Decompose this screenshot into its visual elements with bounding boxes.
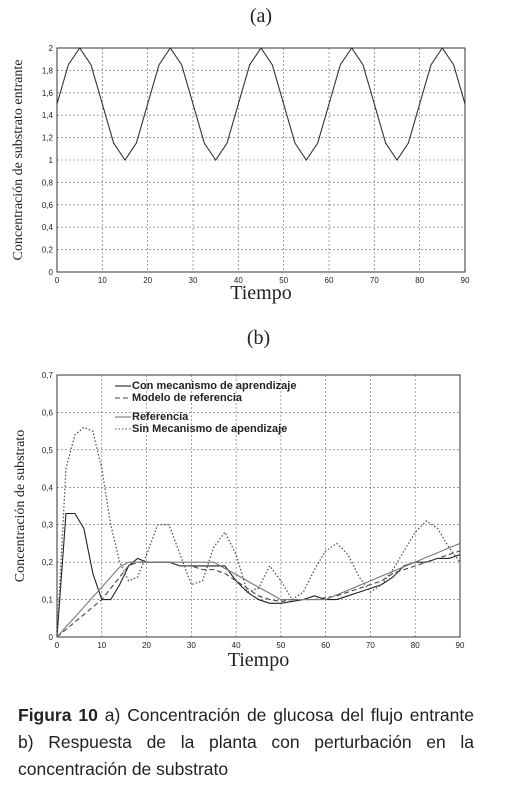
series-line: [56, 47, 466, 161]
plot-frame: [56, 374, 461, 638]
series-line: [56, 550, 461, 638]
charts: (a) Tiempo Concentración de substrato entr…: [11, 5, 470, 671]
series-line: [56, 542, 461, 638]
caption-text: a) Concentración de glucosa del flujo en…: [18, 705, 474, 779]
y-axis-label: Concentración de substrato entrante: [11, 60, 26, 261]
legend-label: Sin Mecanismo de apendizaje: [132, 423, 287, 435]
y-axis-label: Concentración de substrato: [13, 430, 28, 582]
x-tick-label: 80: [415, 276, 424, 285]
y-tick-label: 1,6: [42, 89, 54, 98]
caption: Figura 10 a) Concentración de glucosa de…: [18, 702, 474, 783]
y-tick-label: 0,2: [42, 558, 54, 567]
y-tick-label: 0,2: [42, 246, 54, 255]
legend-label: Referencia: [132, 411, 189, 423]
y-tick-label: 0,6: [42, 408, 54, 417]
y-tick-label: 0,3: [42, 521, 54, 530]
y-tick-label: 0,4: [42, 483, 54, 492]
x-tick-label: 60: [321, 641, 330, 650]
x-tick-label: 20: [142, 641, 151, 650]
x-tick-label: 80: [411, 641, 420, 650]
chart-title: (a): [250, 5, 272, 27]
y-tick-label: 0,7: [42, 371, 54, 380]
x-axis-label: Tiempo: [230, 282, 292, 304]
x-tick-label: 0: [55, 641, 60, 650]
y-tick-label: 0,5: [42, 446, 54, 455]
x-tick-label: 70: [366, 641, 375, 650]
x-tick-label: 40: [234, 276, 243, 285]
x-tick-label: 90: [456, 641, 465, 650]
y-tick-label: 0: [49, 633, 54, 642]
chart-title: (b): [247, 327, 270, 349]
x-tick-label: 90: [461, 276, 470, 285]
x-tick-label: 50: [279, 276, 288, 285]
x-tick-label: 30: [189, 276, 198, 285]
x-tick-label: 20: [143, 276, 152, 285]
x-tick-label: 30: [187, 641, 196, 650]
y-tick-label: 1: [49, 156, 54, 165]
y-tick-label: 0,8: [42, 178, 54, 187]
x-tick-label: 70: [370, 276, 379, 285]
x-tick-label: 0: [55, 276, 60, 285]
x-axis-label: Tiempo: [228, 649, 290, 671]
y-tick-label: 0,4: [42, 223, 54, 232]
y-tick-label: 1,2: [42, 134, 54, 143]
y-tick-label: 0: [49, 268, 54, 277]
y-tick-label: 2: [49, 44, 54, 53]
y-tick-label: 1,8: [42, 66, 54, 75]
x-tick-label: 10: [97, 641, 106, 650]
y-tick-label: 0,6: [42, 201, 54, 210]
legend-label: Modelo de referencia: [132, 392, 243, 404]
x-tick-label: 10: [98, 276, 107, 285]
x-tick-label: 50: [276, 641, 285, 650]
y-tick-label: 1,4: [42, 111, 54, 120]
caption-label: Figura 10: [18, 705, 98, 725]
series-line: [56, 512, 461, 638]
y-tick-label: 0,1: [42, 596, 54, 605]
series-line: [56, 426, 461, 638]
x-tick-label: 40: [232, 641, 241, 650]
x-tick-label: 60: [325, 276, 334, 285]
legend-label: Con mecanismo de aprendizaje: [132, 380, 296, 392]
